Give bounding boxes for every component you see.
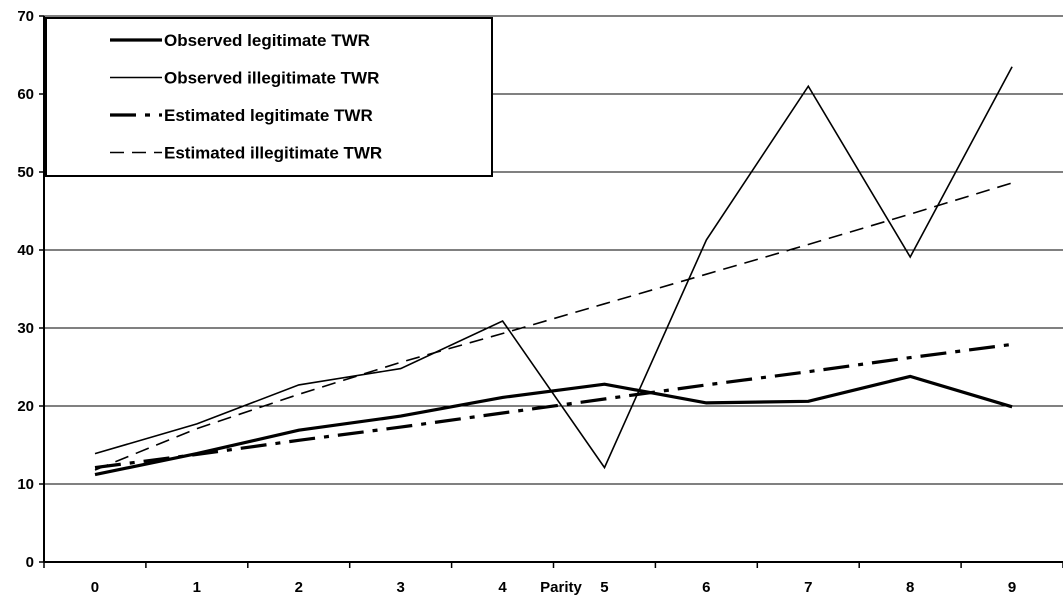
- x-tick-label: 8: [906, 579, 914, 596]
- axis-ticks: 0 10 20 30 40 50 60 70 0 1 2 3 4 5 6 7 8 9: [17, 8, 1063, 596]
- y-tick-label: 20: [17, 398, 34, 415]
- y-tick-label: 50: [17, 164, 34, 181]
- x-tick-label: 0: [91, 579, 99, 596]
- series-line-3: [94, 342, 1013, 470]
- legend: Observed legitimate TWR Observed illegiti…: [45, 17, 493, 177]
- y-tick-label: 30: [17, 320, 34, 337]
- x-tick-label: 1: [193, 579, 201, 596]
- x-tick-label: 3: [396, 579, 404, 596]
- y-tick-label: 0: [26, 554, 34, 571]
- x-tick-label: 6: [702, 579, 710, 596]
- x-tick-label: 4: [498, 579, 507, 596]
- x-axis-label: Parity: [540, 579, 582, 596]
- x-tick-label: 9: [1008, 579, 1016, 596]
- legend-box: [45, 17, 493, 177]
- series-line-4: [94, 182, 1013, 471]
- legend-label-1: Observed legitimate TWR: [164, 31, 370, 50]
- series-line-2: [94, 66, 1013, 470]
- x-tick-label: 7: [804, 579, 812, 596]
- legend-label-3: Estimated legitimate TWR: [164, 106, 373, 125]
- y-tick-label: 60: [17, 86, 34, 103]
- legend-label-4: Estimated illegitimate TWR: [164, 144, 382, 163]
- y-tick-label: 40: [17, 242, 34, 259]
- y-tick-label: 10: [17, 476, 34, 493]
- y-tick-label: 70: [17, 8, 34, 25]
- series-lines: [94, 66, 1013, 477]
- legend-label-2: Observed illegitimate TWR: [164, 69, 379, 88]
- x-tick-label: 2: [295, 579, 303, 596]
- x-tick-label: 5: [600, 579, 608, 596]
- series-line-1: [94, 374, 1013, 477]
